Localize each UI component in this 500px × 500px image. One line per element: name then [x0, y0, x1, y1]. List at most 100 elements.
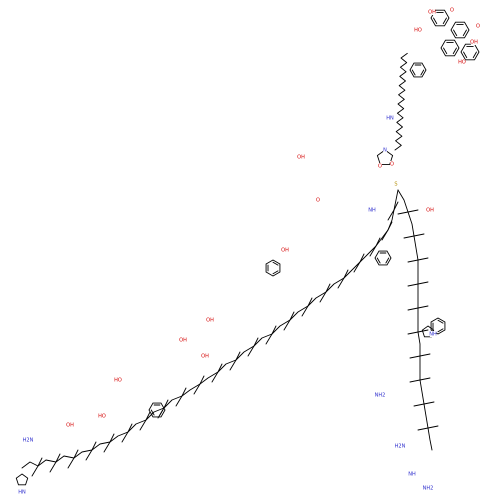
amine-label: H2N: [23, 438, 34, 444]
aromatic-double-bond: [437, 319, 444, 324]
phenylalanine-ring: [374, 250, 392, 266]
carboxyl-oh-label: OH: [297, 155, 305, 161]
side-chain: [229, 359, 237, 371]
side-chain: [397, 211, 409, 215]
imine-label: NH: [408, 472, 416, 478]
side-chain: [403, 235, 415, 239]
side-chain: [407, 283, 419, 287]
label-mask: [428, 9, 436, 15]
side-chain: [103, 441, 111, 453]
label-mask: [408, 471, 416, 477]
peptide-backbone: [21, 189, 399, 469]
label-mask: [470, 39, 478, 45]
carbonyl-bond: [289, 311, 295, 321]
phenylalanine-ring: [148, 402, 166, 418]
label-mask: [375, 392, 385, 398]
carbonyl-bond: [419, 377, 431, 381]
side-chain: [417, 427, 429, 431]
carbonyl-bond: [417, 281, 429, 285]
label-mask: [206, 317, 214, 323]
aromatic-double-bond: [462, 29, 467, 37]
naphthoquinone-ring: [440, 39, 460, 57]
side-chain: [387, 209, 395, 221]
side-chain: [319, 291, 327, 303]
carbonyl-bond: [217, 363, 223, 373]
ring-layer: [15, 9, 480, 486]
carbonyl-bond: [413, 233, 425, 237]
aromatic-double-bond: [272, 270, 279, 275]
carbonyl-bond: [419, 353, 431, 357]
side-chain: [49, 461, 57, 473]
side-chain: [139, 419, 147, 431]
amine-label: H2N: [395, 444, 406, 450]
side-chain: [175, 395, 183, 407]
naphthoquinone-ring: [430, 9, 450, 27]
imidazole-nh-label: HN: [18, 490, 26, 496]
tyrosine-ring: [265, 259, 281, 277]
indole-nh-label: NH: [429, 332, 437, 338]
aromatic-double-bond: [376, 257, 381, 264]
hydroxyl-label: OH: [201, 354, 209, 360]
label-mask: [316, 197, 320, 203]
hydroxyl-label: HO: [458, 60, 466, 66]
hydroxyl-label: OH: [281, 248, 289, 254]
carbonyl-o-label: O: [316, 198, 320, 204]
side-chain: [369, 245, 377, 257]
label-mask: [378, 163, 382, 169]
side-chain: [31, 465, 39, 477]
sulfur-label: S: [394, 182, 397, 188]
label-mask: [297, 154, 305, 160]
amide-nh-label: NH: [368, 208, 376, 214]
atom-label-layer: OHOHOHOHHOHOOHOHOHOHOHHOHOH2NOH2NNH2NHNH…: [18, 7, 480, 496]
label-mask: [414, 27, 422, 33]
label-mask: [458, 59, 466, 65]
aromatic-double-bond: [452, 47, 457, 55]
side-chain: [409, 379, 421, 383]
label-mask: [429, 331, 437, 337]
carbonyl-bond: [181, 387, 187, 397]
carboxyl-oh-label: OH: [179, 338, 187, 344]
carbonyl-bond: [109, 433, 115, 443]
label-mask: [423, 485, 433, 491]
side-chain: [407, 307, 419, 311]
side-chain: [211, 371, 219, 383]
hydroxyl-label: HO: [414, 28, 422, 34]
side-chain: [353, 261, 361, 273]
carbonyl-bond: [73, 449, 79, 459]
aromatic-double-bond: [385, 257, 390, 264]
carbonyl-bond: [343, 269, 349, 279]
label-mask: [66, 422, 74, 428]
carbonyl-bond: [55, 453, 61, 463]
label-mask: [201, 353, 209, 359]
carbonyl-bond: [423, 401, 435, 405]
carbonyl-bond: [235, 351, 241, 361]
aromatic-double-bond: [453, 29, 458, 37]
aromatic-double-bond: [150, 409, 155, 416]
carbonyl-bond: [427, 425, 439, 429]
carbonyl-bond: [37, 457, 43, 467]
side-chain: [283, 319, 291, 331]
carbonyl-bond: [307, 297, 313, 307]
side-chain: [381, 229, 389, 241]
side-chain: [121, 431, 129, 443]
aromatic-double-bond: [411, 69, 416, 76]
carbonyl-bond: [91, 441, 97, 451]
side-chain: [193, 383, 201, 395]
side-chain: [67, 457, 75, 469]
carboxyl-oh-label: OH: [66, 423, 74, 429]
carbonyl-bond: [325, 283, 331, 293]
naphthoquinone-ring: [450, 21, 470, 39]
carbonyl-bond: [199, 375, 205, 385]
amine-label: NH2: [423, 486, 434, 492]
tryptophan-benzene-ring: [430, 317, 446, 335]
carboxyl-oh-label: OH: [426, 208, 434, 214]
label-mask: [476, 23, 480, 29]
label-mask: [450, 7, 454, 13]
side-chain: [407, 259, 419, 263]
imide-o-label: O: [378, 164, 382, 170]
carbonyl-bond: [375, 237, 381, 247]
succinimide-ring: [376, 149, 394, 165]
label-mask: [18, 489, 26, 495]
hydroxyl-label: HO: [98, 414, 106, 420]
